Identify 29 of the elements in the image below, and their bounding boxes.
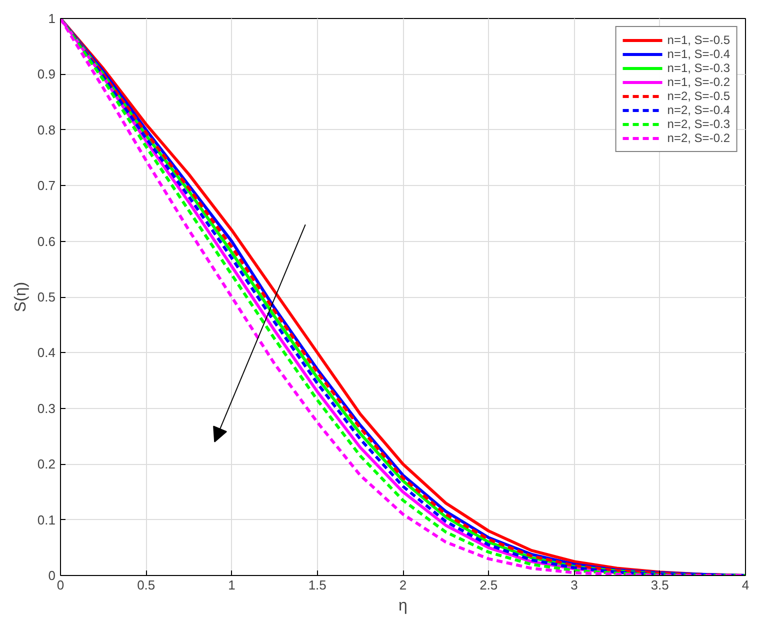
y-tick-label: 0.5 — [37, 290, 56, 304]
y-tick-label: 1 — [48, 11, 56, 26]
x-tick-label: 2 — [399, 578, 407, 592]
x-tick-label: 1 — [228, 578, 236, 592]
y-tick-label: 0.4 — [37, 345, 56, 360]
x-axis-title: η — [398, 598, 408, 614]
y-tick-label: 0.7 — [37, 178, 56, 194]
legend-label: n=2, S=-0.4 — [667, 103, 730, 117]
legend-label: n=1, S=-0.2 — [667, 75, 730, 89]
x-tick-label: 1.5 — [308, 578, 326, 592]
x-tick-label: 3 — [570, 578, 578, 592]
legend-label: n=2, S=-0.5 — [667, 89, 730, 103]
legend-label: n=2, S=-0.2 — [667, 131, 730, 145]
y-tick-label: 0.9 — [37, 66, 56, 82]
x-tick-label: 0.5 — [137, 578, 156, 592]
y-axis-title: S(η) — [12, 282, 30, 312]
y-tick-label: 0.8 — [37, 122, 56, 138]
legend-label: n=1, S=-0.4 — [667, 47, 730, 61]
x-tick-label: 2.5 — [480, 578, 498, 592]
x-tick-label: 4 — [742, 578, 750, 592]
legend-label: n=1, S=-0.5 — [667, 33, 730, 47]
y-tick-label: 0.3 — [37, 400, 56, 416]
y-tick-label: 0.2 — [37, 456, 56, 472]
x-tick-label: 3.5 — [650, 578, 669, 592]
y-tick-label: 0.6 — [37, 234, 56, 249]
y-tick-label: 0.1 — [37, 512, 56, 528]
legend-label: n=1, S=-0.3 — [667, 61, 730, 75]
legend-label: n=2, S=-0.3 — [667, 117, 730, 131]
y-tick-label: 0 — [48, 568, 56, 583]
